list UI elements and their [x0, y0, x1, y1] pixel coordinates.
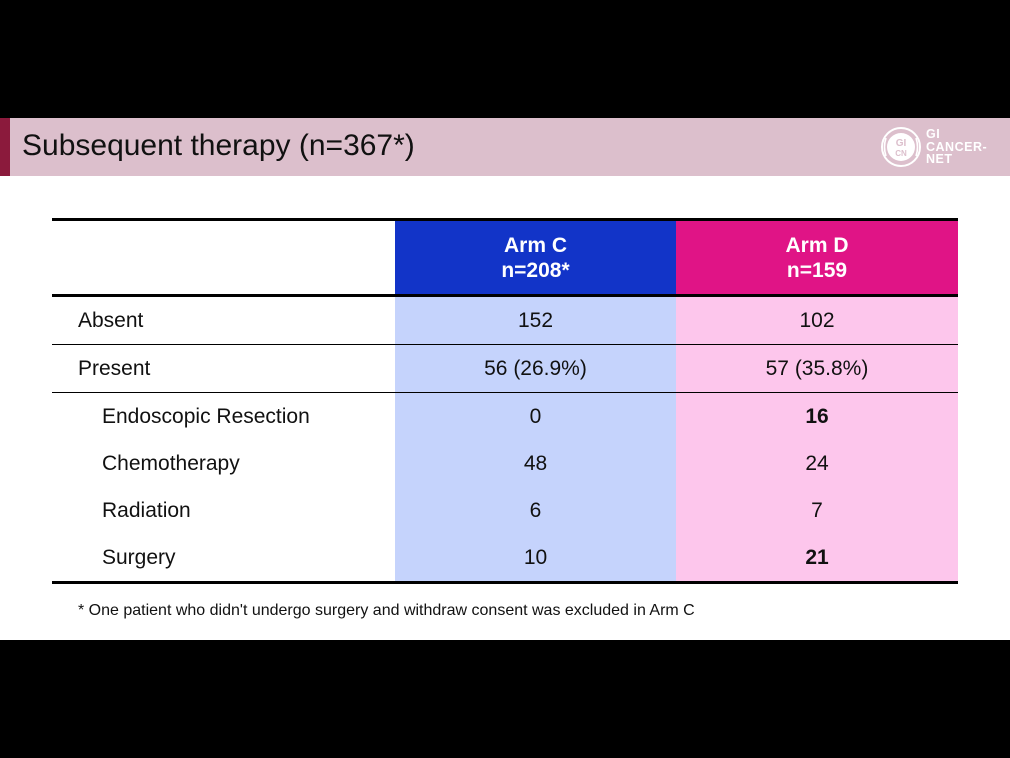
table-row: Absent 152 102 [52, 295, 958, 345]
svg-text:GI: GI [896, 138, 907, 149]
arm-d-title: Arm D [785, 233, 849, 257]
table-row: Present 56 (26.9%) 57 (35.8%) [52, 344, 958, 393]
row-label: Chemotherapy [52, 440, 395, 487]
header-arm-d: Arm D n=159 [676, 218, 958, 297]
title-bar: Subsequent therapy (n=367*) GI CN GI CAN… [0, 118, 1010, 176]
table-row: Radiation 6 7 [52, 487, 958, 534]
slide-title: Subsequent therapy (n=367*) [22, 129, 415, 162]
arm-d-value: 57 (35.8%) [676, 344, 958, 393]
arm-c-value: 56 (26.9%) [395, 344, 676, 393]
table-row: Chemotherapy 48 24 [52, 440, 958, 487]
subsequent-therapy-table: Arm C n=208* Arm D n=159 Absent 152 102 … [52, 218, 958, 584]
svg-text:CN: CN [895, 149, 907, 158]
arm-c-value: 10 [395, 534, 676, 584]
logo-line-2: CANCER- [926, 139, 988, 154]
logo-seal-icon: GI CN [881, 127, 921, 167]
row-label: Present [52, 344, 395, 393]
slide: Subsequent therapy (n=367*) GI CN GI CAN… [0, 118, 1010, 640]
row-label: Endoscopic Resection [52, 392, 395, 440]
row-label: Surgery [52, 534, 395, 584]
row-label: Absent [52, 295, 395, 345]
gi-cancer-net-logo: GI CN GI CANCER- NET [880, 125, 1008, 169]
arm-d-count: n=159 [786, 258, 848, 282]
table-header-row: Arm C n=208* Arm D n=159 [52, 218, 958, 297]
arm-d-value: 21 [676, 534, 958, 584]
arm-d-value: 102 [676, 295, 958, 345]
footnote: * One patient who didn't undergo surgery… [78, 602, 695, 619]
arm-c-value: 152 [395, 295, 676, 345]
logo-wordmark: GI CANCER- NET [926, 128, 987, 166]
title-accent-stripe [0, 118, 10, 176]
logo-line-3: NET [926, 152, 953, 166]
logo-line-1: GI [926, 127, 941, 141]
arm-c-title: Arm C [503, 233, 567, 257]
arm-d-value: 16 [676, 392, 958, 440]
header-blank-cell [52, 218, 395, 297]
arm-c-count: n=208* [501, 258, 570, 282]
row-label: Radiation [52, 487, 395, 534]
table-row: Surgery 10 21 [52, 534, 958, 584]
arm-c-value: 6 [395, 487, 676, 534]
arm-c-value: 48 [395, 440, 676, 487]
arm-d-value: 24 [676, 440, 958, 487]
arm-c-value: 0 [395, 392, 676, 440]
table-row: Endoscopic Resection 0 16 [52, 392, 958, 440]
arm-d-value: 7 [676, 487, 958, 534]
header-arm-c: Arm C n=208* [395, 218, 676, 297]
